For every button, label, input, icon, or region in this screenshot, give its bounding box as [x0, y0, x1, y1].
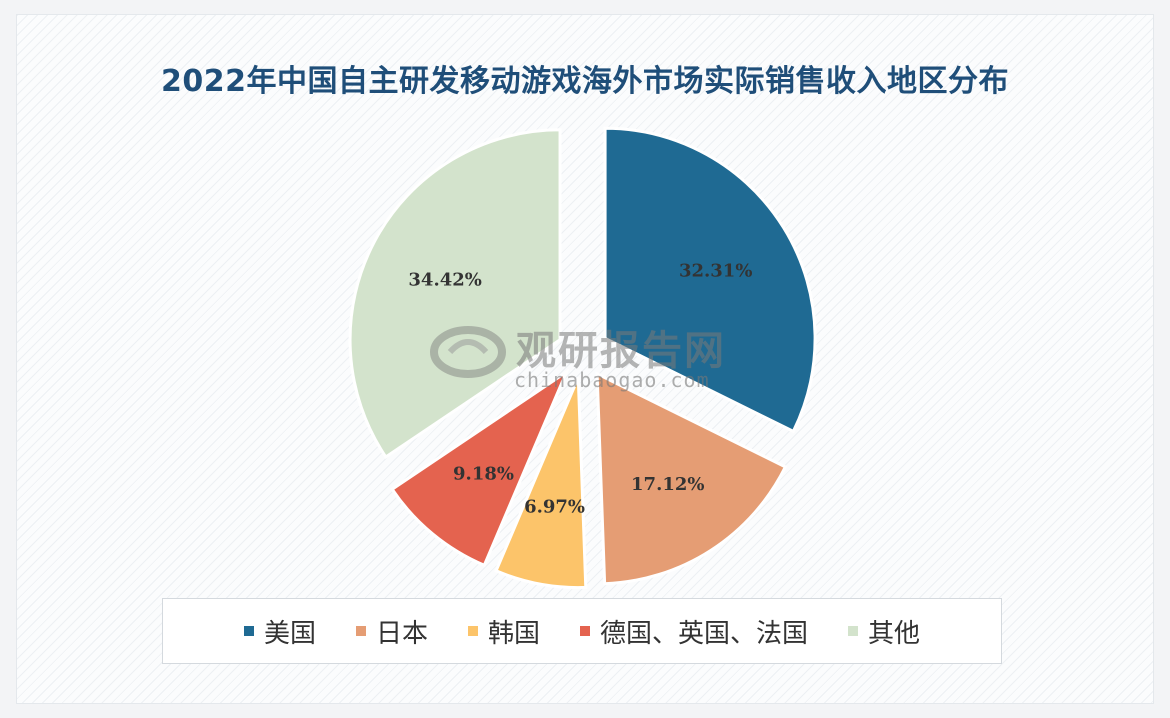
data-label-0: 32.31% — [679, 261, 752, 282]
legend-item-3: 德国、英国、法国 — [580, 613, 808, 650]
legend-item-4: 其他 — [848, 613, 920, 650]
chart-title: 2022年中国自主研发移动游戏海外市场实际销售收入地区分布 — [161, 64, 1009, 99]
legend-label-3: 德国、英国、法国 — [600, 618, 809, 649]
legend-item-0: 美国 — [243, 613, 316, 650]
legend-label-2: 韩国 — [487, 618, 540, 649]
legend-swatch-1 — [355, 626, 366, 636]
pie-slice-4 — [348, 128, 562, 460]
data-label-3: 9.18% — [453, 463, 514, 484]
data-label-1: 17.12% — [631, 474, 704, 495]
chart-card — [16, 14, 1154, 704]
legend-item-2: 韩国 — [467, 613, 540, 650]
pie-slice-0 — [603, 126, 817, 434]
legend-label-1: 日本 — [375, 618, 428, 649]
legend-swatch-4 — [848, 626, 859, 636]
data-label-2: 6.97% — [524, 497, 585, 518]
pie-slice-3 — [390, 367, 570, 568]
legend-label-0: 美国 — [263, 618, 316, 649]
pie-slice-1 — [595, 371, 788, 586]
legend-label-4: 其他 — [868, 618, 921, 649]
legend-swatch-3 — [580, 626, 590, 636]
legend-item-1: 日本 — [355, 613, 428, 650]
legend-swatch-2 — [467, 626, 478, 636]
data-label-4: 34.42% — [408, 270, 481, 291]
chart-legend: 美国 日本 韩国 德国、英国、法国 其他 — [162, 598, 1002, 664]
legend-swatch-0 — [243, 626, 254, 636]
pie-slice-2 — [494, 376, 588, 590]
